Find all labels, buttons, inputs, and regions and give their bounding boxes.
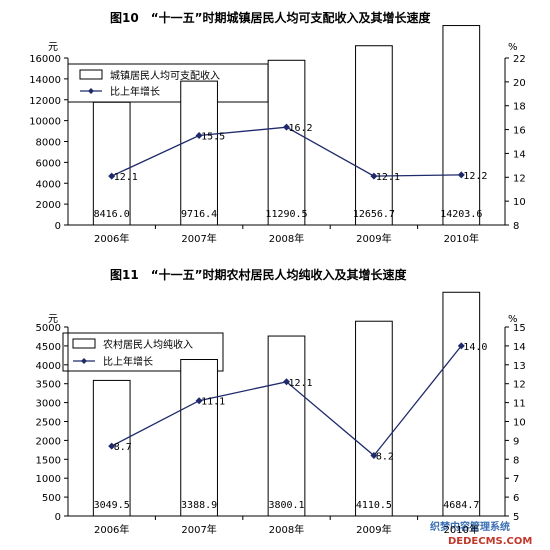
category-label: 2008年 xyxy=(269,232,304,245)
right-tick-label: 18 xyxy=(513,102,526,113)
left-tick-label: 500 xyxy=(42,493,61,504)
bar-value-label: 11290.5 xyxy=(265,209,307,220)
chart1-legend-bar: 城镇居民人均可支配收入 xyxy=(110,69,220,82)
left-tick-label: 2000 xyxy=(36,436,61,447)
right-tick-label: 11 xyxy=(513,399,526,410)
right-tick-label: 12 xyxy=(513,173,526,184)
right-tick-label: 7 xyxy=(513,474,519,485)
category-label: 2009年 xyxy=(356,232,391,245)
chart2-plot: 0 500 1000 1500 2000 2500 3000 3500 4000 4500 5000… xyxy=(36,292,526,536)
right-tick-label: 10 xyxy=(513,197,526,208)
chart2-legend-line: 比上年增长 xyxy=(103,355,153,368)
chart-title-1: 图10 “十一五”时期城镇居民人均可支配收入及其增长速度 xyxy=(110,10,431,25)
chart1-legend: 城镇居民人均可支配收入 比上年增长 xyxy=(68,64,268,102)
left-tick-label: 4000 xyxy=(36,179,61,190)
category-label: 2010年 xyxy=(444,232,479,245)
right-tick-label: 14 xyxy=(513,149,526,160)
watermark-line2: DEDECMS.COM xyxy=(448,536,532,547)
bar xyxy=(181,81,218,225)
chart1-plot: 0 2000 4000 6000 8000 10000 12000 14000 16000 8 10… xyxy=(29,26,526,245)
growth-value-label: 14.0 xyxy=(463,342,487,353)
bar-value-label: 4684.7 xyxy=(443,500,479,511)
right-tick-label: 5 xyxy=(513,512,519,523)
bar xyxy=(356,321,393,516)
right-tick-label: 13 xyxy=(513,361,526,372)
legend-bar-swatch xyxy=(73,339,95,348)
category-label: 2010年 xyxy=(444,523,479,536)
bar-value-label: 3800.1 xyxy=(268,500,304,511)
left-tick-label: 10000 xyxy=(29,117,61,128)
growth-value-label: 12.1 xyxy=(114,172,138,183)
left-tick-label: 0 xyxy=(55,512,61,523)
bar-value-label: 14203.6 xyxy=(440,209,482,220)
chart1-legend-line: 比上年增长 xyxy=(110,85,160,98)
left-tick-label: 3500 xyxy=(36,380,61,391)
category-label: 2007年 xyxy=(181,523,216,536)
chart2-legend-bar: 农村居民人均纯收入 xyxy=(103,338,193,351)
bar xyxy=(443,292,480,516)
category-label: 2006年 xyxy=(94,523,129,536)
left-tick-label: 5000 xyxy=(36,323,61,334)
right-tick-label: 6 xyxy=(513,493,519,504)
left-tick-label: 14000 xyxy=(29,75,61,86)
category-label: 2008年 xyxy=(269,523,304,536)
right-tick-label: 12 xyxy=(513,380,526,391)
chart1-left-unit: 元 xyxy=(48,42,58,53)
bar xyxy=(268,336,305,516)
growth-value-label: 12.1 xyxy=(376,172,400,183)
bar xyxy=(268,60,305,225)
growth-value-label: 12.2 xyxy=(463,171,487,182)
bar-value-label: 4110.5 xyxy=(356,500,392,511)
category-label: 2007年 xyxy=(181,232,216,245)
right-tick-label: 14 xyxy=(513,342,526,353)
category-label: 2006年 xyxy=(94,232,129,245)
bar xyxy=(181,360,218,516)
chart1-right-unit: % xyxy=(508,42,518,53)
growth-value-label: 8.2 xyxy=(376,452,394,463)
right-tick-label: 8 xyxy=(513,221,519,232)
right-tick-label: 8 xyxy=(513,455,519,466)
right-tick-label: 22 xyxy=(513,54,526,65)
left-tick-label: 4000 xyxy=(36,361,61,372)
legend-bar-swatch xyxy=(80,70,102,79)
right-tick-label: 20 xyxy=(513,78,526,89)
bar xyxy=(443,26,480,225)
growth-value-label: 11.1 xyxy=(201,397,225,408)
right-tick-label: 16 xyxy=(513,126,526,137)
bar-value-label: 9716.4 xyxy=(181,209,217,220)
growth-value-label: 15.5 xyxy=(201,132,225,143)
growth-value-label: 16.2 xyxy=(289,123,313,134)
left-tick-label: 8000 xyxy=(36,138,61,149)
left-tick-label: 16000 xyxy=(29,54,61,65)
right-tick-label: 15 xyxy=(513,323,526,334)
category-label: 2009年 xyxy=(356,523,391,536)
left-tick-label: 1000 xyxy=(36,474,61,485)
bar xyxy=(356,46,393,225)
left-tick-label: 6000 xyxy=(36,158,61,169)
bar-value-label: 3049.5 xyxy=(94,500,130,511)
growth-value-label: 8.7 xyxy=(114,442,132,453)
right-tick-label: 10 xyxy=(513,418,526,429)
left-tick-label: 4500 xyxy=(36,342,61,353)
growth-value-label: 12.1 xyxy=(289,378,313,389)
right-tick-label: 9 xyxy=(513,436,519,447)
left-tick-label: 1500 xyxy=(36,455,61,466)
left-tick-label: 12000 xyxy=(29,96,61,107)
bar-value-label: 8416.0 xyxy=(94,209,130,220)
left-tick-label: 2000 xyxy=(36,200,61,211)
bar-value-label: 12656.7 xyxy=(353,209,395,220)
chart-title-2: 图11 “十一五”时期农村居民人均纯收入及其增长速度 xyxy=(110,267,407,282)
left-tick-label: 2500 xyxy=(36,418,61,429)
left-tick-label: 3000 xyxy=(36,399,61,410)
bar xyxy=(93,102,130,225)
left-tick-label: 0 xyxy=(55,221,61,232)
bar-value-label: 3388.9 xyxy=(181,500,217,511)
